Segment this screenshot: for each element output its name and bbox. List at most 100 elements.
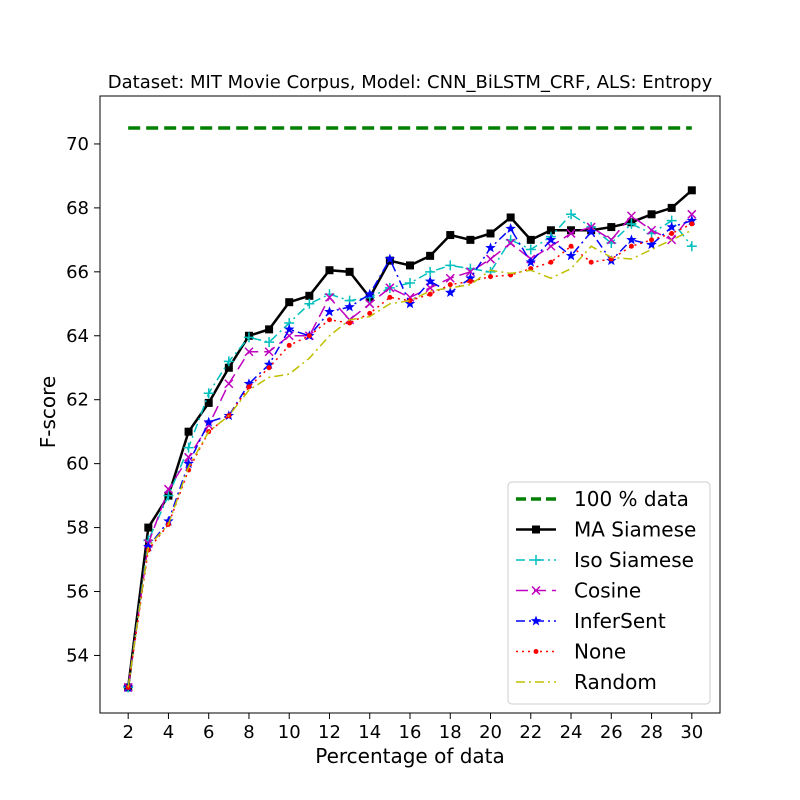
legend: 100 % data MA Siamese Iso Siamese Cosine Inf… [507,481,711,705]
data-point-cosine [324,292,335,302]
legend-marker [530,615,542,626]
data-point-cosine [244,347,254,357]
data-point-cosine [647,225,657,235]
data-point-iso-siamese [425,266,436,277]
data-point-ma-siamese [567,226,576,235]
data-point-ma-siamese [345,267,354,276]
data-point-infersent [404,298,416,309]
data-point-iso-siamese [243,332,254,343]
series-line-random [127,229,693,688]
data-point-infersent [505,223,516,234]
series-ma-siamese [124,186,696,692]
data-point-cosine [204,420,214,430]
legend-entry: Iso Siamese [516,548,694,572]
x-tick-label: 4 [163,722,174,743]
legend-label: Random [574,670,657,694]
data-point-infersent [545,234,557,245]
data-point-cosine [606,235,616,245]
data-point-cosine [264,347,274,357]
data-point-none [326,317,332,323]
data-point-ma-siamese [647,210,656,219]
data-point-infersent [525,256,537,267]
data-point-none [286,342,292,348]
data-point-iso-siamese [223,356,234,367]
data-point-none [568,243,574,249]
data-point-infersent [686,215,698,226]
x-tick-label: 18 [439,722,462,743]
data-point-iso-siamese [183,442,194,453]
data-point-infersent [424,275,436,286]
legend-label: Cosine [574,579,641,603]
x-tick-label: 8 [243,722,254,743]
data-point-none [447,282,453,288]
data-point-ma-siamese [546,226,555,235]
legend-marker [532,525,540,534]
x-tick-label: 14 [358,722,381,743]
data-point-ma-siamese [224,363,233,372]
data-point-iso-siamese [405,278,415,289]
legend-entry: MA Siamese [516,518,696,542]
x-tick-label: 2 [122,722,133,743]
legend-entry: InferSent [516,609,666,633]
data-point-iso-siamese [163,490,174,501]
data-point-infersent [183,458,194,469]
data-point-infersent [324,306,335,317]
data-point-none [588,259,594,265]
x-tick-label: 16 [399,722,422,743]
y-tick-label: 70 [66,134,89,155]
data-point-cosine [365,299,375,309]
legend-marker [531,585,541,596]
data-point-cosine [566,228,576,238]
legend-label: 100 % data [574,487,689,511]
data-point-infersent [364,288,375,299]
data-point-iso-siamese [525,244,536,255]
data-point-cosine [626,211,636,221]
data-point-infersent [263,359,275,369]
data-point-ma-siamese [446,231,455,240]
data-point-none [407,298,413,304]
series-layer [122,126,698,693]
data-point-iso-siamese [686,241,697,252]
data-point-none [367,310,373,316]
data-point-ma-siamese [506,213,515,222]
data-point-iso-siamese [566,209,577,220]
y-tick-label: 68 [66,198,89,219]
data-point-iso-siamese [203,388,214,399]
data-point-ma-siamese [305,291,314,300]
data-point-ma-siamese [204,398,213,407]
data-point-infersent [585,226,597,237]
y-tick-label: 60 [66,454,89,475]
data-point-none [689,221,695,227]
data-point-none [246,384,252,390]
data-point-none [266,365,272,371]
data-point-ma-siamese [667,203,676,212]
data-point-none [488,274,494,280]
legend-label: None [574,640,626,664]
data-point-infersent [445,287,456,298]
legend-entry: None [516,640,626,664]
y-tick-label: 58 [66,518,89,539]
legend-marker [531,555,541,565]
data-point-ma-siamese [265,325,274,334]
data-point-infersent [666,221,677,232]
data-point-ma-siamese [466,235,475,244]
y-tick-label: 56 [66,582,89,603]
x-tick-label: 26 [600,722,623,743]
data-point-ma-siamese [486,229,495,238]
data-point-cosine [224,379,234,389]
data-point-infersent [565,250,577,261]
data-point-cosine [506,238,516,248]
data-point-none [427,291,433,297]
data-point-none [125,684,131,690]
series-line-cosine [127,213,693,688]
x-axis-ticks: 2 4 6 8 10 12 14 16 18 20 22 24 26 28 30 [122,713,703,743]
data-point-infersent [485,242,496,253]
data-point-infersent [163,515,174,526]
data-point-infersent [384,253,396,264]
data-point-ma-siamese [406,261,414,270]
data-point-iso-siamese [445,260,456,271]
data-point-cosine [687,209,697,219]
x-axis-label: Percentage of data [315,744,505,768]
data-point-ma-siamese [144,523,153,532]
x-tick-label: 20 [479,722,502,743]
